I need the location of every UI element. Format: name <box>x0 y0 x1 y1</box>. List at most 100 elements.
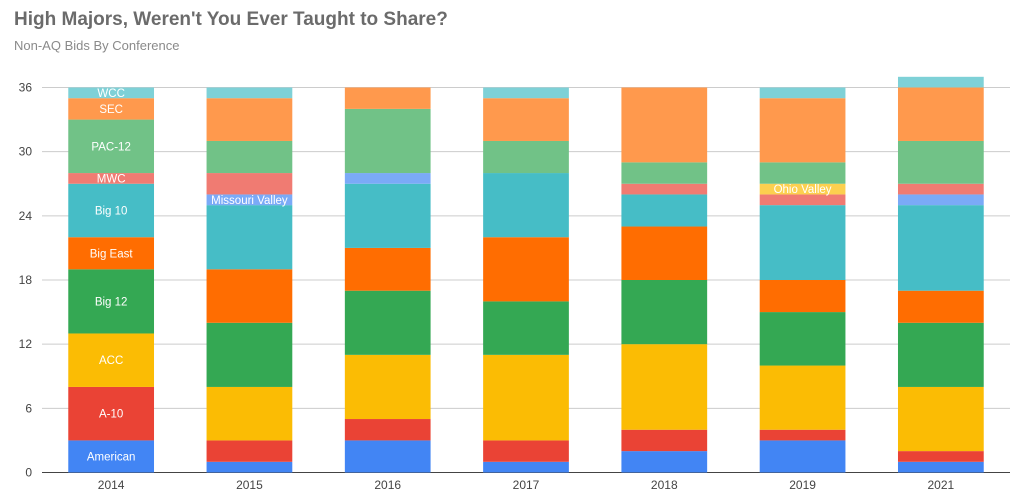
bar-segment-big-10-2021 <box>897 205 984 291</box>
y-tick-label: 24 <box>19 209 33 223</box>
bar-segment-mwc-2018 <box>621 183 708 195</box>
chart-title: High Majors, Weren't You Ever Taught to … <box>14 9 448 30</box>
bar-segment-pac-12-2015 <box>206 140 293 174</box>
x-tick-label-2019: 2019 <box>789 478 816 492</box>
x-tick-label-2018: 2018 <box>651 478 678 492</box>
bar-segment-ohio-valley-2019 <box>759 183 846 195</box>
bar-segment-american-2018 <box>621 451 708 473</box>
bar-segment-american-2017 <box>483 461 569 473</box>
bar-segment-big-east-2021 <box>897 290 984 323</box>
bar-segment-acc-2015 <box>206 386 293 441</box>
bar-segment-big-east-2016 <box>344 247 431 291</box>
y-tick-label: 6 <box>25 401 32 415</box>
x-tick-label-2017: 2017 <box>513 478 540 492</box>
bar-segment-big-east-2014 <box>68 237 155 270</box>
y-axis-ticks: 0 6 12 18 24 30 36 <box>19 81 33 480</box>
bar-segment-big-12-2021 <box>897 322 984 387</box>
bar-segment-a-10-2019 <box>759 429 846 441</box>
x-tick-label-2014: 2014 <box>98 478 125 492</box>
bar-segment-mwc-2019 <box>759 194 846 206</box>
bar-segment-acc-2017 <box>483 354 569 441</box>
bar-segment-big-10-2014 <box>68 183 155 238</box>
bar-segment-wcc-2015 <box>206 87 293 99</box>
bar-segment-mwc-2014 <box>68 173 155 184</box>
bar-segment-wcc-2014 <box>68 87 155 99</box>
bar-segment-wcc-2021 <box>897 76 984 88</box>
data-label-missouri-valley-2015: Missouri Valley <box>211 195 288 207</box>
bar-segment-american-2014 <box>68 440 155 473</box>
y-tick-label: 12 <box>19 337 33 351</box>
bar-segment-sec-2019 <box>759 98 846 163</box>
data-label-big-12-2014: Big 12 <box>95 296 128 308</box>
bar-segment-acc-2021 <box>897 386 984 452</box>
bar-segment-sec-2014 <box>68 98 155 120</box>
data-label-pac-12-2014: PAC-12 <box>91 141 130 153</box>
x-tick-label-2016: 2016 <box>374 478 401 492</box>
bar-segment-american-2015 <box>206 461 293 473</box>
y-tick-label: 36 <box>19 81 33 95</box>
bar-segment-missouri-valley-2015 <box>206 194 293 206</box>
bar-segment-american-2019 <box>759 440 846 473</box>
bars <box>68 76 984 473</box>
bar-segment-mwc-2015 <box>206 173 293 195</box>
bar-segment-a-10-2015 <box>206 440 293 462</box>
bar-segment-big-east-2019 <box>759 280 846 313</box>
bar-segment-acc-2018 <box>621 344 708 430</box>
bar-segment-acc-2014 <box>68 333 155 387</box>
chart-subtitle: Non-AQ Bids By Conference <box>14 38 180 53</box>
bar-segment-american-2021 <box>897 461 984 473</box>
bar-segment-big-east-2015 <box>206 269 293 323</box>
data-label-big-east-2014: Big East <box>90 248 134 260</box>
bar-segment-big-10-2015 <box>206 205 293 270</box>
bar-segment-wcc-2019 <box>759 87 846 99</box>
bar-segment-pac-12-2021 <box>897 140 984 184</box>
bar-segment-big-12-2014 <box>68 269 155 334</box>
bar-segment-big-12-2017 <box>483 301 569 355</box>
bar-segment-a-10-2021 <box>897 451 984 462</box>
bar-segment-big-10-2016 <box>344 183 431 248</box>
bar-segment-acc-2019 <box>759 365 846 430</box>
data-label-acc-2014: ACC <box>99 355 123 367</box>
bar-segment-a-10-2017 <box>483 440 569 462</box>
bar-segment-big-10-2018 <box>621 194 708 227</box>
bar-segment-big-12-2018 <box>621 280 708 345</box>
data-label-american-2014: American <box>87 451 136 463</box>
x-axis-ticks: 2014 2015 2016 2017 2018 2019 2021 <box>98 478 955 492</box>
bar-segment-a-10-2016 <box>344 419 431 441</box>
x-tick-label-2015: 2015 <box>236 478 263 492</box>
data-label-mwc-2014: MWC <box>97 173 126 185</box>
bar-segment-sec-2021 <box>897 87 984 141</box>
bar-segment-acc-2016 <box>344 354 431 420</box>
data-label-wcc-2014: WCC <box>97 88 124 100</box>
bar-segment-pac-12-2018 <box>621 162 708 184</box>
bar-segment-big-10-2017 <box>483 173 569 238</box>
y-tick-label: 18 <box>19 273 33 287</box>
bar-segment-sec-2018 <box>621 87 708 163</box>
data-label-a-10-2014: A-10 <box>99 409 123 421</box>
bar-segment-big-12-2019 <box>759 312 846 366</box>
bar-segment-big-east-2017 <box>483 237 569 302</box>
bar-segment-big-12-2016 <box>344 290 431 355</box>
data-label-sec-2014: SEC <box>99 104 123 116</box>
bar-segment-missouri-valley-2016 <box>344 173 431 184</box>
y-tick-label: 0 <box>25 466 32 480</box>
bar-segment-wcc-2017 <box>483 87 569 99</box>
segment-labels: American A-10 ACC Big 12 Big East Big 10 MWC PA… <box>87 88 832 464</box>
data-label-big-10-2014: Big 10 <box>95 205 128 217</box>
bar-segment-pac-12-2016 <box>344 108 431 174</box>
bar-segment-pac-12-2014 <box>68 119 155 174</box>
bar-segment-pac-12-2017 <box>483 140 569 174</box>
bar-segment-sec-2017 <box>483 98 569 141</box>
bar-segment-big-12-2015 <box>206 322 293 387</box>
bar-segment-big-10-2019 <box>759 205 846 280</box>
bar-segment-sec-2016 <box>344 87 431 109</box>
bar-segment-big-east-2018 <box>621 226 708 280</box>
bar-segment-a-10-2014 <box>68 386 155 441</box>
data-label-ohio-valley-2019: Ohio Valley <box>774 184 832 196</box>
bar-segment-sec-2015 <box>206 98 293 141</box>
bar-segment-mwc-2021 <box>897 183 984 195</box>
bar-segment-a-10-2018 <box>621 429 708 452</box>
bar-segment-missouri-valley-2021 <box>897 194 984 206</box>
y-tick-label: 30 <box>19 145 33 159</box>
